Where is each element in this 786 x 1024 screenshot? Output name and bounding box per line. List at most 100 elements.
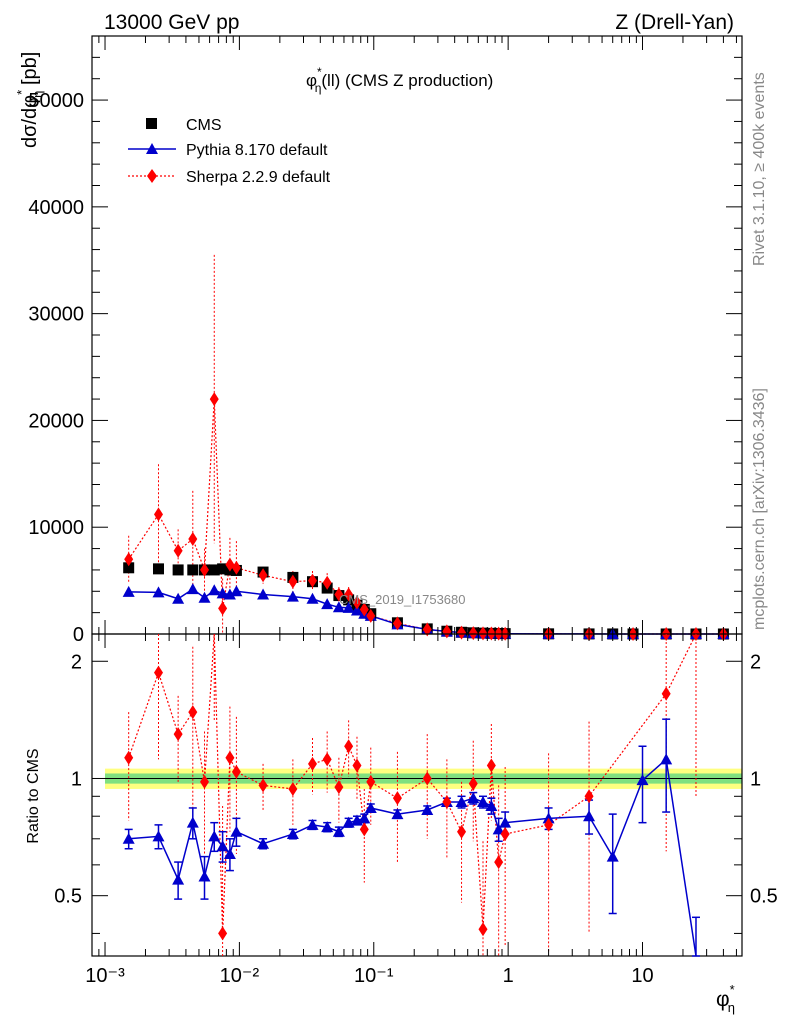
- pythia-point: [152, 830, 165, 842]
- sherpa-point: [442, 624, 452, 639]
- sherpa-point: [288, 574, 298, 589]
- sherpa-point: [457, 824, 467, 839]
- legend-label-pythia: Pythia 8.170 default: [186, 142, 328, 159]
- analysis-watermark: CMS_2019_I1753680: [339, 592, 466, 607]
- sherpa-point: [188, 705, 198, 720]
- energy-label: 13000 GeV pp: [104, 11, 239, 34]
- pythia-point: [358, 812, 371, 824]
- sherpa-point: [359, 822, 369, 837]
- pythia-point: [172, 592, 185, 604]
- pythia-point: [342, 601, 355, 613]
- pythia-point: [321, 821, 334, 833]
- pythia-point: [306, 592, 319, 604]
- cms-point: [152, 563, 164, 575]
- sherpa-point: [218, 926, 228, 941]
- legend-item-pythia: Pythia 8.170 default: [128, 142, 328, 159]
- sherpa-point: [422, 622, 432, 637]
- cms-point: [123, 562, 135, 574]
- sherpa-point: [457, 625, 467, 640]
- legend-square-marker: [146, 118, 157, 129]
- pythia-point: [306, 818, 319, 830]
- legend: CMS Pythia 8.170 default Sherpa 2.2.9 de…: [128, 117, 331, 186]
- x-tick-label: 10⁻²: [220, 965, 260, 987]
- x-tick-label: 10⁻¹: [354, 965, 394, 987]
- x-tick-label: 10: [631, 965, 653, 987]
- sherpa-point: [422, 771, 432, 786]
- sherpa-point: [231, 560, 241, 575]
- pythia-point: [122, 832, 135, 844]
- sherpa-point: [258, 568, 268, 583]
- legend-triangle-marker: [146, 143, 158, 154]
- pythia-point: [660, 753, 673, 765]
- pythia-point: [542, 812, 555, 824]
- pythia-point: [198, 591, 211, 603]
- sherpa-point: [366, 608, 376, 623]
- sherpa-point: [200, 774, 210, 789]
- pythia-point: [492, 823, 505, 835]
- sherpa-point: [188, 531, 198, 546]
- sherpa-point: [334, 587, 344, 602]
- pythia-point: [332, 825, 345, 837]
- rivet-version-label: Rivet 3.1.10, ≥ 400k events: [751, 72, 768, 266]
- x-tick-label: 1: [503, 965, 514, 987]
- ratio-y-axis-label: Ratio to CMS: [25, 748, 42, 843]
- pythia-point: [152, 586, 165, 598]
- pythia-point: [286, 828, 299, 840]
- sherpa-point: [258, 778, 268, 793]
- pythia-point: [421, 803, 434, 815]
- pythia-point: [499, 816, 512, 828]
- sherpa-point: [584, 789, 594, 804]
- sherpa-point: [334, 780, 344, 795]
- legend-item-cms: CMS: [146, 117, 222, 134]
- y-tick-label: 10000: [28, 517, 84, 539]
- sherpa-point: [392, 616, 402, 631]
- ratio-plot-panel: 0.5 0.5 1 1 2 2 10⁻³ 10⁻² 10⁻¹ 1 10: [54, 633, 778, 987]
- y-tick-label: 0: [73, 624, 84, 646]
- sherpa-point: [442, 795, 452, 810]
- sherpa-point: [494, 855, 504, 870]
- y-axis-label: dσ/dφ*η [pb]: [14, 52, 45, 148]
- cms-point: [187, 564, 199, 576]
- process-label: Z (Drell-Yan): [615, 11, 734, 34]
- sherpa-point: [468, 626, 478, 641]
- pythia-point: [186, 583, 199, 595]
- pythia-point: [350, 604, 363, 616]
- pythia-point: [455, 796, 468, 808]
- y-tick-label: 20000: [28, 410, 84, 432]
- sherpa-point: [153, 507, 163, 522]
- pythia-point: [477, 796, 490, 808]
- sherpa-point: [366, 774, 376, 789]
- sherpa-point: [153, 665, 163, 680]
- sherpa-point: [124, 750, 134, 765]
- sherpa-point: [209, 392, 219, 407]
- pythia-point: [467, 792, 480, 804]
- legend-label-cms: CMS: [186, 117, 222, 134]
- y-tick-label-right: 2: [750, 651, 761, 673]
- sherpa-point: [544, 817, 554, 832]
- cms-point: [217, 563, 229, 575]
- sherpa-point: [218, 601, 228, 616]
- pythia-point: [216, 587, 229, 599]
- sherpa-point: [468, 776, 478, 791]
- sherpa-point: [352, 758, 362, 773]
- sherpa-point: [322, 575, 332, 590]
- legend-label-sherpa: Sherpa 2.2.9 default: [186, 169, 331, 186]
- pythia-point: [257, 837, 270, 849]
- y-tick-label: 50000: [28, 90, 84, 112]
- pythia-point: [286, 590, 299, 602]
- legend-item-sherpa: Sherpa 2.2.9 default: [128, 169, 331, 186]
- y-tick-label: 40000: [28, 197, 84, 219]
- sherpa-point: [478, 922, 488, 937]
- pythia-point: [583, 810, 596, 822]
- y-tick-label: 2: [71, 651, 82, 673]
- pythia-point: [321, 598, 334, 610]
- pythia-point: [485, 799, 498, 811]
- x-axis-label: φ* η: [716, 982, 735, 1015]
- sherpa-point: [308, 756, 318, 771]
- pythia-point: [122, 585, 135, 597]
- y-tick-label-right: 0.5: [750, 886, 778, 908]
- pythia-point: [208, 584, 221, 596]
- cms-point: [172, 564, 184, 576]
- sherpa-point: [500, 827, 510, 842]
- plot-title: φ* η(ll) (CMS Z production): [306, 65, 493, 95]
